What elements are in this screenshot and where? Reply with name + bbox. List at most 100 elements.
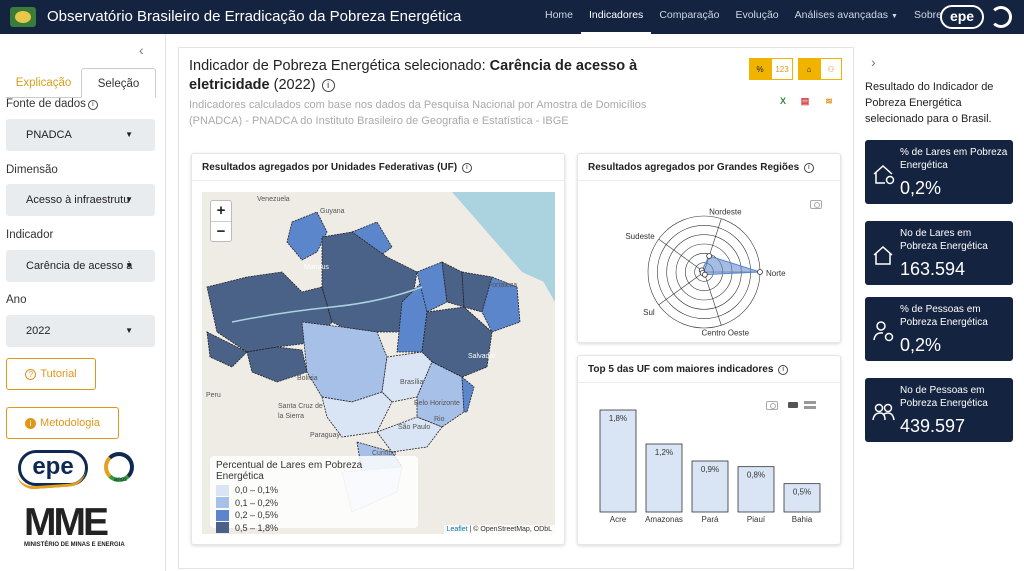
indicador-value: Carência de acesso à [26,260,133,272]
top5-card-title: Top 5 das UF com maiores indicadores i [588,364,789,375]
choropleth-map[interactable]: Venezuela Guyana Manaus Fortaleza Salvad… [202,192,555,534]
people-icon [872,403,895,421]
people-toggle-icon[interactable]: ⚇ [820,58,842,80]
radar-axis [658,238,705,273]
pdf-icon[interactable]: ▤ [800,96,810,106]
radar-series-area[interactable] [701,255,761,276]
map-label-rio: Rio [434,416,445,423]
legend-item: 0,2 – 0,5% [216,509,412,522]
nav-comparacao[interactable]: Comparação [659,9,720,21]
excel-icon[interactable]: X [779,96,786,106]
radar-axis [703,271,722,326]
twenty-years-icon [990,6,1012,28]
map-card: Resultados agregados por Unidades Federa… [191,153,565,545]
anos-label: anos [114,477,128,483]
radar-point[interactable] [701,271,708,278]
nav-home[interactable]: Home [545,9,574,21]
kpi-value: 0,2% [900,178,942,198]
indicador-label: Indicador [6,229,54,241]
info-icon[interactable]: i [461,163,472,173]
legend-swatch [216,522,229,534]
map-label-salvador: Salvador [468,353,496,360]
legend-label: 0,2 – 0,5% [235,510,279,521]
database-icon[interactable]: ≋ [825,96,833,106]
bar-value-label: 0,8% [747,471,765,480]
bar-category-label: Piauí [747,515,766,524]
info-icon[interactable]: i [803,163,814,173]
info-icon[interactable]: i [87,100,98,110]
ano-select[interactable]: 2022 ▼ [6,315,155,347]
bar[interactable] [599,409,637,513]
nav-evolucao[interactable]: Evolução [735,9,779,21]
fonte-label: Fonte de dados i [6,98,98,110]
chevron-right-icon[interactable]: › [871,54,876,70]
zoom-in-button[interactable]: + [211,201,231,222]
compare-icon[interactable] [804,401,816,409]
count-toggle[interactable]: 123 [771,58,793,80]
divider [578,180,840,181]
top5-title-text: Top 5 das UF com maiores indicadores [588,364,774,375]
leaflet-link[interactable]: Leaflet [446,526,468,533]
bar-value-label: 0,5% [793,488,811,497]
indicador-select[interactable]: Carência de acesso à ▼ [6,250,155,282]
metodologia-button[interactable]: i Metodologia [6,407,119,439]
bar[interactable] [645,443,683,513]
map-label-brasilia: Brasília [400,379,424,386]
bar-category-label: Amazonas [645,515,683,524]
map-label-paraguay: Paraguay [310,432,340,439]
dimensao-select[interactable]: Acesso à infraestrutu ▼ [6,184,155,216]
bar[interactable] [737,466,775,513]
map-label-peru: Peru [206,392,221,399]
epe-20-anos-logo: epe [940,3,1018,31]
state-roraima [286,211,328,261]
kpi-card-pct-lares: % de Lares em Pobreza Energética 0,2% [865,140,1013,204]
map-label-fortaleza: Fortaleza [488,282,518,289]
radar-point[interactable] [706,253,713,259]
radar-title-text: Resultados agregados por Grandes Regiões [588,162,800,173]
map-attribution: Leaflet | © OpenStreetMap, ODbL [443,525,555,534]
tab-selecao[interactable]: Seleção [81,68,156,98]
ano-value: 2022 [26,325,51,337]
app-title[interactable]: Observatório Brasileiro de Erradicação d… [47,8,462,25]
brazil-flag-logo-icon[interactable] [10,7,36,27]
map-legend: Percentual de Lares em Pobreza Energétic… [210,456,418,534]
view-toggle: ⌂ ⚇ [798,58,842,80]
nav-analises-label: Análises avançadas [794,9,889,21]
camera-icon[interactable] [810,200,822,209]
tutorial-button[interactable]: ? Tutorial [6,358,96,390]
bar[interactable] [691,460,729,513]
info-icon[interactable]: i [778,365,789,375]
nav-analises-avancadas[interactable]: Análises avançadas ▼ [787,0,906,34]
percent-toggle[interactable]: % [749,58,771,80]
tag-icon[interactable] [788,402,798,408]
state-sao-paulo [376,416,443,453]
camera-icon[interactable] [766,401,778,410]
legend-swatch [216,509,229,521]
top5-card: Top 5 das UF com maiores indicadores i 1… [577,355,841,545]
nav-indicadores[interactable]: Indicadores [581,0,652,34]
mme-mark: MME [24,501,109,544]
zoom-out-button[interactable]: − [216,223,226,240]
nav-sobre[interactable]: Sobre [913,9,943,21]
person-gear-icon [873,321,894,342]
caret-down-icon: ▼ [125,326,133,335]
map-label-venezuela: Venezuela [257,196,290,203]
dimensao-label: Dimensão [6,164,58,176]
radar-point[interactable] [757,269,763,275]
tab-explicacao[interactable]: Explicação [15,77,72,89]
bar[interactable] [783,483,821,513]
house-toggle-icon[interactable]: ⌂ [798,58,820,80]
title-indicator: Carência de acesso à eletricidade [189,58,638,93]
legend-label: 0,1 – 0,2% [235,497,279,508]
bar-value-label: 1,2% [655,448,673,457]
state-mato-grosso-sul [321,391,393,438]
bar-category-label: Bahia [792,515,813,524]
main-panel: Indicador de Pobreza Energética selecion… [178,47,854,569]
chevron-left-icon[interactable]: ‹ [139,42,144,58]
legend-item: 0,0 – 0,1% [216,484,412,497]
kpi-label: No de Lares em Pobreza Energética [900,228,988,252]
legend-swatch [216,484,229,496]
info-icon[interactable]: i [321,79,335,92]
fonte-select[interactable]: PNADCA ▼ [6,119,155,151]
kpi-value: 163.594 [900,259,966,279]
